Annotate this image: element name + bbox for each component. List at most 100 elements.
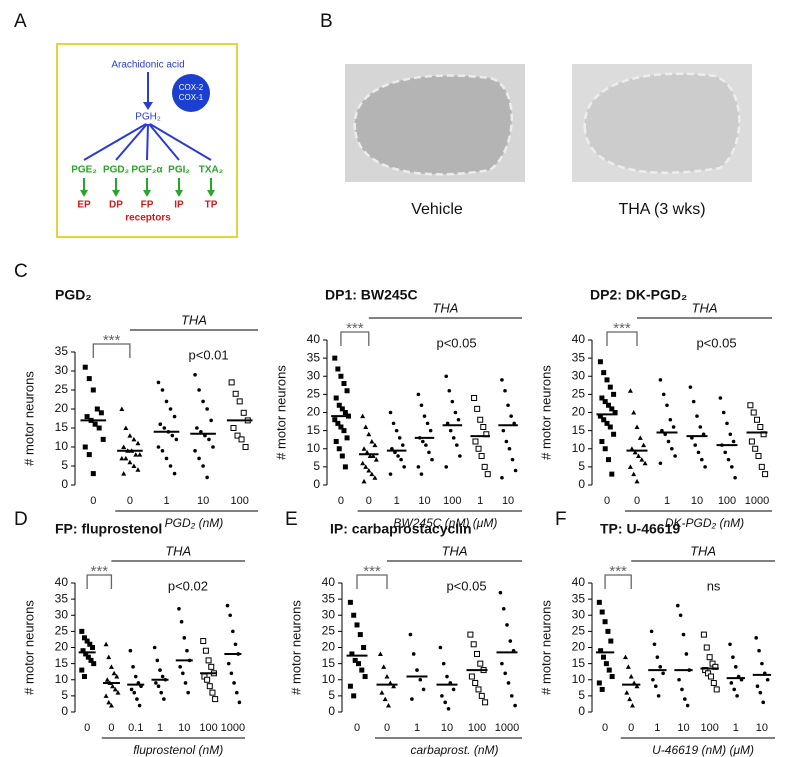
y-tick-label: 0: [578, 704, 585, 718]
receptor: FP: [141, 200, 154, 211]
point: [397, 436, 402, 440]
point: [475, 686, 482, 693]
point: [677, 677, 681, 682]
point: [152, 645, 157, 650]
point: [725, 421, 729, 426]
point: [232, 390, 239, 397]
point: [410, 697, 414, 701]
point: [137, 703, 142, 708]
x-tick-label: 1: [163, 495, 169, 507]
point: [121, 471, 127, 476]
point: [601, 370, 607, 376]
point: [416, 465, 421, 469]
point: [344, 388, 350, 394]
point: [238, 436, 245, 443]
point: [240, 409, 247, 416]
x-tick-label: 100: [718, 495, 736, 507]
point: [603, 661, 609, 667]
y-tick-label: 20: [55, 401, 69, 415]
bracket: [340, 331, 370, 346]
x-tick-label: 0: [634, 495, 640, 507]
point: [651, 677, 655, 682]
outline: [353, 74, 513, 176]
point: [760, 661, 764, 666]
x-axis-label: PGD₂ (nM): [165, 516, 224, 530]
point: [361, 446, 367, 451]
point: [205, 407, 209, 411]
point: [655, 655, 660, 659]
y-tick-label: 40: [572, 575, 586, 589]
treatment-label: THA: [165, 543, 191, 558]
panel-label: E: [285, 509, 298, 530]
point: [430, 457, 434, 462]
point: [332, 355, 338, 361]
point: [135, 697, 139, 701]
point: [185, 648, 189, 653]
point: [129, 687, 134, 692]
receptor: DP: [109, 200, 123, 211]
point: [474, 650, 480, 657]
y-tick-label: 20: [572, 405, 586, 419]
x-tick-label: 10: [178, 722, 190, 734]
point: [135, 440, 141, 446]
panel-label: A: [14, 11, 27, 32]
y-tick-label: 35: [572, 591, 586, 605]
point: [707, 673, 714, 680]
panel-label: D: [14, 509, 28, 530]
point: [94, 406, 100, 412]
point: [108, 703, 114, 708]
point: [765, 677, 770, 682]
point: [448, 428, 453, 433]
y-tick-label: 25: [55, 624, 69, 638]
y-tick-label: 30: [307, 368, 321, 382]
x-tick-label: 1: [664, 495, 670, 507]
y-tick-label: 5: [61, 458, 68, 472]
point: [91, 661, 97, 667]
point: [447, 388, 452, 393]
point: [335, 366, 341, 372]
point: [606, 402, 611, 408]
point: [201, 399, 205, 404]
point: [427, 450, 431, 455]
point: [501, 428, 506, 433]
point: [478, 453, 485, 459]
point: [344, 435, 350, 441]
x-tick-label: 0: [108, 722, 114, 734]
point: [472, 438, 479, 445]
x-tick-label: 1000: [495, 722, 519, 734]
point: [631, 471, 637, 477]
y-tick-label: 35: [572, 350, 586, 364]
y-axis-label: # motor neurons: [21, 600, 36, 695]
point: [611, 431, 617, 437]
point: [363, 464, 369, 469]
y-tick-label: 15: [55, 656, 69, 670]
product: TXA₂: [199, 165, 223, 176]
product: PGF₂α: [131, 165, 163, 176]
point: [695, 414, 699, 418]
point: [627, 696, 633, 702]
point: [444, 465, 449, 469]
y-tick-label: 35: [55, 344, 69, 358]
point: [79, 667, 85, 673]
point: [103, 693, 109, 698]
x-tick-label: 10: [691, 495, 703, 507]
point: [209, 689, 216, 696]
point: [599, 439, 605, 444]
y-tick-label: 20: [572, 640, 586, 654]
x-axis-label: BW245C (nM) (μM): [393, 516, 497, 530]
point: [86, 452, 92, 458]
point: [419, 403, 424, 408]
point: [394, 428, 399, 433]
x-tick-label: 0: [366, 495, 372, 507]
point: [478, 692, 485, 699]
point: [680, 687, 684, 692]
point: [661, 392, 666, 397]
x-tick-label: 1000: [745, 495, 769, 507]
x-tick-label: 0: [384, 722, 390, 734]
point: [482, 699, 489, 706]
point: [90, 471, 96, 477]
point: [386, 703, 391, 708]
point: [758, 463, 765, 470]
bracket-label: ***: [91, 563, 109, 580]
